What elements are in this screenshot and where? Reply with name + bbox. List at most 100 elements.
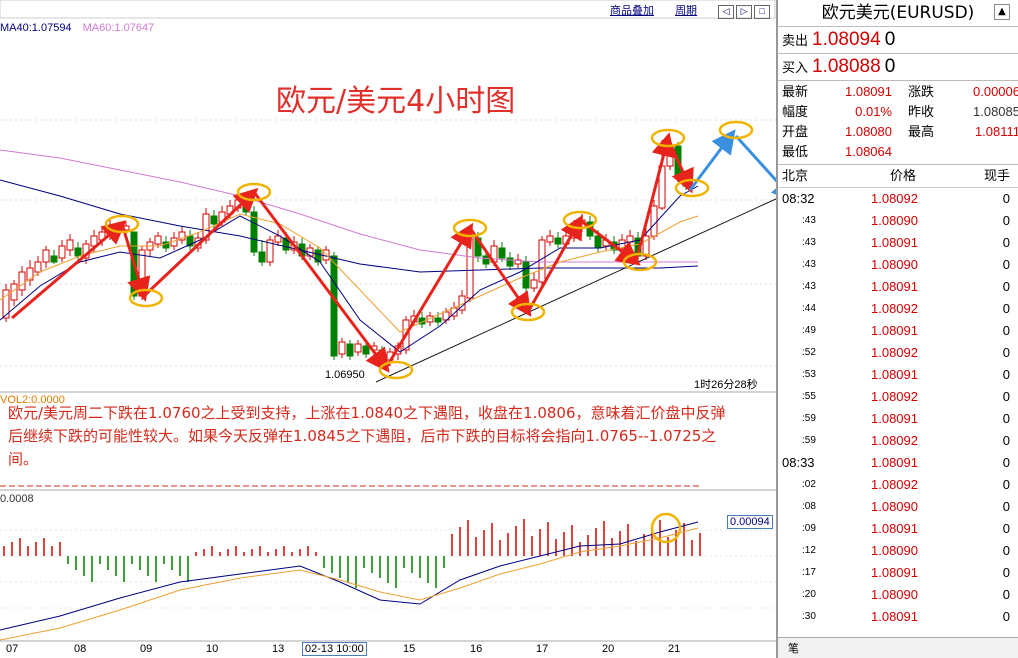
- highlight-circle: [378, 360, 414, 380]
- tick-row: :17 1.08091 0: [778, 562, 1018, 584]
- buy-label: 买入: [782, 60, 809, 75]
- tick-row: :49 1.08091 0: [778, 320, 1018, 342]
- macd-dea-line: [0, 527, 699, 641]
- tick-price: 1.08092: [871, 345, 918, 360]
- sell-price: 1.08094: [812, 29, 881, 50]
- collapse-up-icon[interactable]: ▲: [994, 4, 1010, 20]
- highlight-circle: [650, 512, 682, 544]
- tick-price: 1.08091: [871, 323, 918, 338]
- period-button[interactable]: 周期: [675, 5, 698, 17]
- ma60-legend: MA60:1.07647: [82, 22, 155, 34]
- tick-price: 1.08092: [871, 433, 918, 448]
- tick-volume: 0: [1002, 213, 1010, 228]
- tick-row: :43 1.08090 0: [778, 254, 1018, 276]
- next-icon[interactable]: ▷: [736, 5, 753, 19]
- analysis-comment: 欧元/美元周二下跌在1.0760之上受到支持，上涨在1.0840之下遇阻，收盘在…: [8, 404, 726, 468]
- ticks-tab[interactable]: 笔: [788, 643, 799, 655]
- buy-price: 1.08088: [812, 56, 881, 77]
- quote-panel: 欧元美元(EURUSD) ▲ 卖出 1.08094 0 买入 1.08088 0 最新 …: [776, 0, 1018, 658]
- candle-down: [282, 237, 290, 251]
- volume-label: VOL2:0.0000: [0, 394, 65, 406]
- tick-volume: 0: [1002, 323, 1010, 338]
- tick-volume: 0: [1002, 345, 1010, 360]
- stat-row: 幅度 0.01% 昨收 1.08085: [782, 102, 1018, 122]
- candle-up: [2, 289, 10, 319]
- quote-stats: 最新 1.08091 涨跌 0.00006 幅度 0.01% 昨收 1.0808…: [778, 81, 1018, 165]
- tick-volume: 0: [1002, 521, 1010, 536]
- stat-label: 昨收: [908, 104, 935, 119]
- tick-time: :43: [802, 259, 816, 270]
- candle-down: [522, 261, 530, 289]
- tick-row: :53 1.08091 0: [778, 364, 1018, 386]
- tick-price: 1.08091: [871, 521, 918, 536]
- tick-time: 08:32: [782, 191, 815, 206]
- tick-price: 1.08091: [871, 565, 918, 580]
- tick-volume: 0: [1002, 587, 1010, 602]
- highlight-circle: [104, 214, 140, 234]
- kline-chart-canvas[interactable]: [0, 0, 776, 658]
- tick-row: 08:33 1.08091 0: [778, 452, 1018, 474]
- prev-icon[interactable]: ◁: [718, 5, 735, 19]
- tick-row: :44 1.08092 0: [778, 298, 1018, 320]
- tick-price: 1.08091: [871, 609, 918, 624]
- tick-price: 1.08091: [871, 455, 918, 470]
- stat-label: 最高: [908, 124, 935, 139]
- tick-time: :55: [802, 391, 816, 402]
- candle-up: [26, 267, 34, 281]
- tick-row: :08 1.08090 0: [778, 496, 1018, 518]
- trend-arrow: [526, 214, 583, 313]
- trend-arrow: [11, 220, 127, 320]
- tick-row: :59 1.08092 0: [778, 430, 1018, 452]
- highlight-circle: [236, 182, 272, 202]
- ma-legend: MA40:1.07594 MA60:1.07647: [0, 22, 162, 34]
- tick-time: :12: [802, 545, 816, 556]
- candle-up: [338, 341, 346, 355]
- chart-toolbar: 商品叠加 周期 ◁ ▷ □: [610, 2, 772, 19]
- trend-arrow: [252, 191, 390, 373]
- time-axis: 07 08 09 10 13 02-13 10:00 15 16 17 20 2…: [0, 642, 776, 658]
- candle-down: [346, 343, 354, 357]
- tick-price: 1.08090: [871, 543, 918, 558]
- stat-value: 1.08091: [845, 84, 892, 99]
- candle-up: [18, 271, 26, 291]
- candle-up: [202, 213, 210, 241]
- kline-chart-panel[interactable]: MA40:1.07594 MA60:1.07647 商品叠加 周期 ◁ ▷ □ 欧元…: [0, 0, 776, 658]
- candle-up: [466, 235, 474, 299]
- tick-row: 08:32 1.08092 0: [778, 188, 1018, 210]
- tick-price: 1.08092: [871, 301, 918, 316]
- buy-row: 买入 1.08088 0: [778, 54, 1018, 81]
- candle-down: [330, 255, 338, 357]
- stat-label: 最低: [782, 144, 809, 159]
- tick-time: :20: [802, 589, 816, 600]
- x-label: 16: [470, 643, 483, 655]
- window-icon[interactable]: □: [754, 5, 771, 19]
- tick-row: :43 1.08090 0: [778, 210, 1018, 232]
- tick-row: :20 1.08090 0: [778, 584, 1018, 606]
- ma-mid-line: [0, 213, 699, 333]
- buy-volume: 0: [884, 56, 896, 77]
- candle-up: [58, 245, 66, 259]
- macd-dif-line: [0, 521, 699, 631]
- ticks-list[interactable]: 08:32 1.08092 0:43 1.08090 0:43 1.08091 0:43 1.…: [778, 188, 1018, 628]
- sell-volume: 0: [884, 29, 896, 50]
- ticks-header: 北京 价格 现手: [778, 165, 1018, 188]
- tick-time: :44: [802, 303, 816, 314]
- stat-value: 1.08111: [974, 124, 1018, 139]
- tick-time: :53: [802, 369, 816, 380]
- candle-up: [530, 279, 538, 289]
- candle-up: [66, 239, 74, 251]
- stat-label: 开盘: [782, 124, 809, 139]
- tick-time: :08: [802, 501, 816, 512]
- overlay-button[interactable]: 商品叠加: [610, 5, 654, 17]
- stat-value: 0.00006: [973, 84, 1018, 99]
- sell-label: 卖出: [782, 33, 809, 48]
- tick-price: 1.08090: [871, 257, 918, 272]
- candle-up: [546, 235, 554, 243]
- candle-down: [50, 255, 58, 263]
- candle-up: [354, 343, 362, 353]
- tick-time: :30: [802, 611, 816, 622]
- candle-down: [434, 317, 442, 323]
- tick-price: 1.08090: [871, 587, 918, 602]
- candle-down: [210, 215, 218, 225]
- trend-arrow: [384, 222, 474, 369]
